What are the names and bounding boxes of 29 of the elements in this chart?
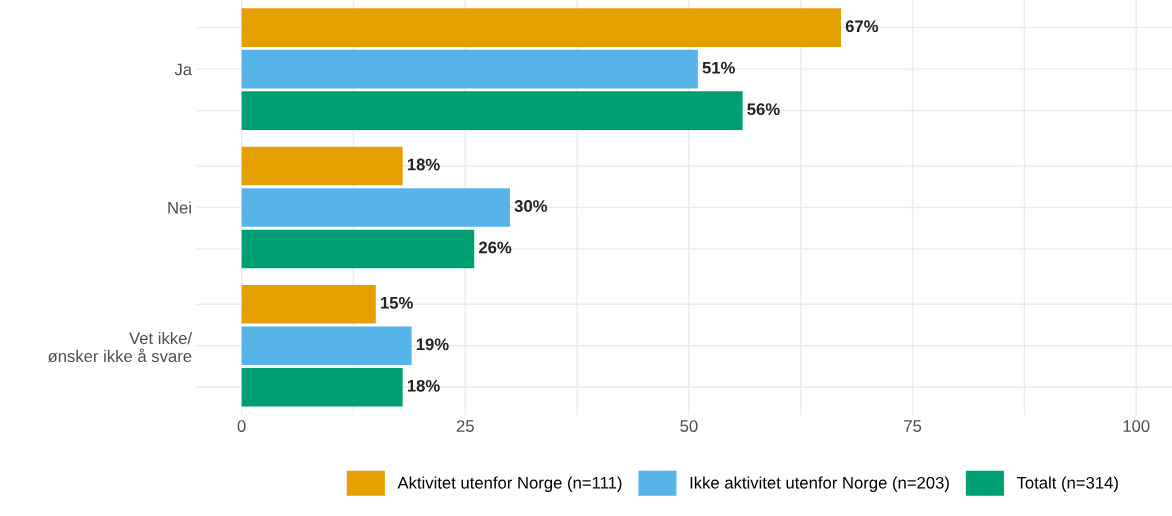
bar: [241, 188, 510, 227]
data-label: 51%: [702, 61, 735, 74]
data-label: 18%: [407, 158, 440, 171]
legend-label: Ikke aktivitet utenfor Norge (n=203): [690, 476, 949, 492]
legend-label: Totalt (n=314): [1016, 476, 1118, 492]
x-tick-label: 50: [680, 420, 698, 432]
bar: [241, 229, 475, 269]
bar: [241, 146, 403, 186]
y-tick-label: Nei: [168, 201, 191, 214]
bar: [241, 367, 403, 407]
data-label: 30%: [514, 200, 548, 212]
x-tick-label: 100: [1123, 420, 1150, 432]
y-tick-label: Vet ikke/ ønsker ikke å svare: [47, 331, 193, 363]
data-label: 56%: [747, 103, 780, 116]
bar: [241, 49, 698, 89]
data-label: 15%: [381, 296, 413, 309]
bar: [241, 91, 743, 130]
bar: [241, 326, 412, 366]
data-label: 26%: [478, 241, 512, 254]
y-tick-label: Ja: [174, 63, 193, 76]
data-label: 18%: [407, 379, 440, 392]
x-tick-label: 25: [456, 420, 474, 432]
x-tick-label: 0: [237, 420, 246, 432]
legend-label: Aktivitet utenfor Norge (n=111): [397, 476, 622, 492]
data-label: 67%: [845, 20, 879, 33]
bar: [241, 284, 376, 324]
bar: [241, 8, 841, 47]
x-tick-label: 75: [904, 420, 922, 432]
data-label: 19%: [416, 338, 449, 351]
